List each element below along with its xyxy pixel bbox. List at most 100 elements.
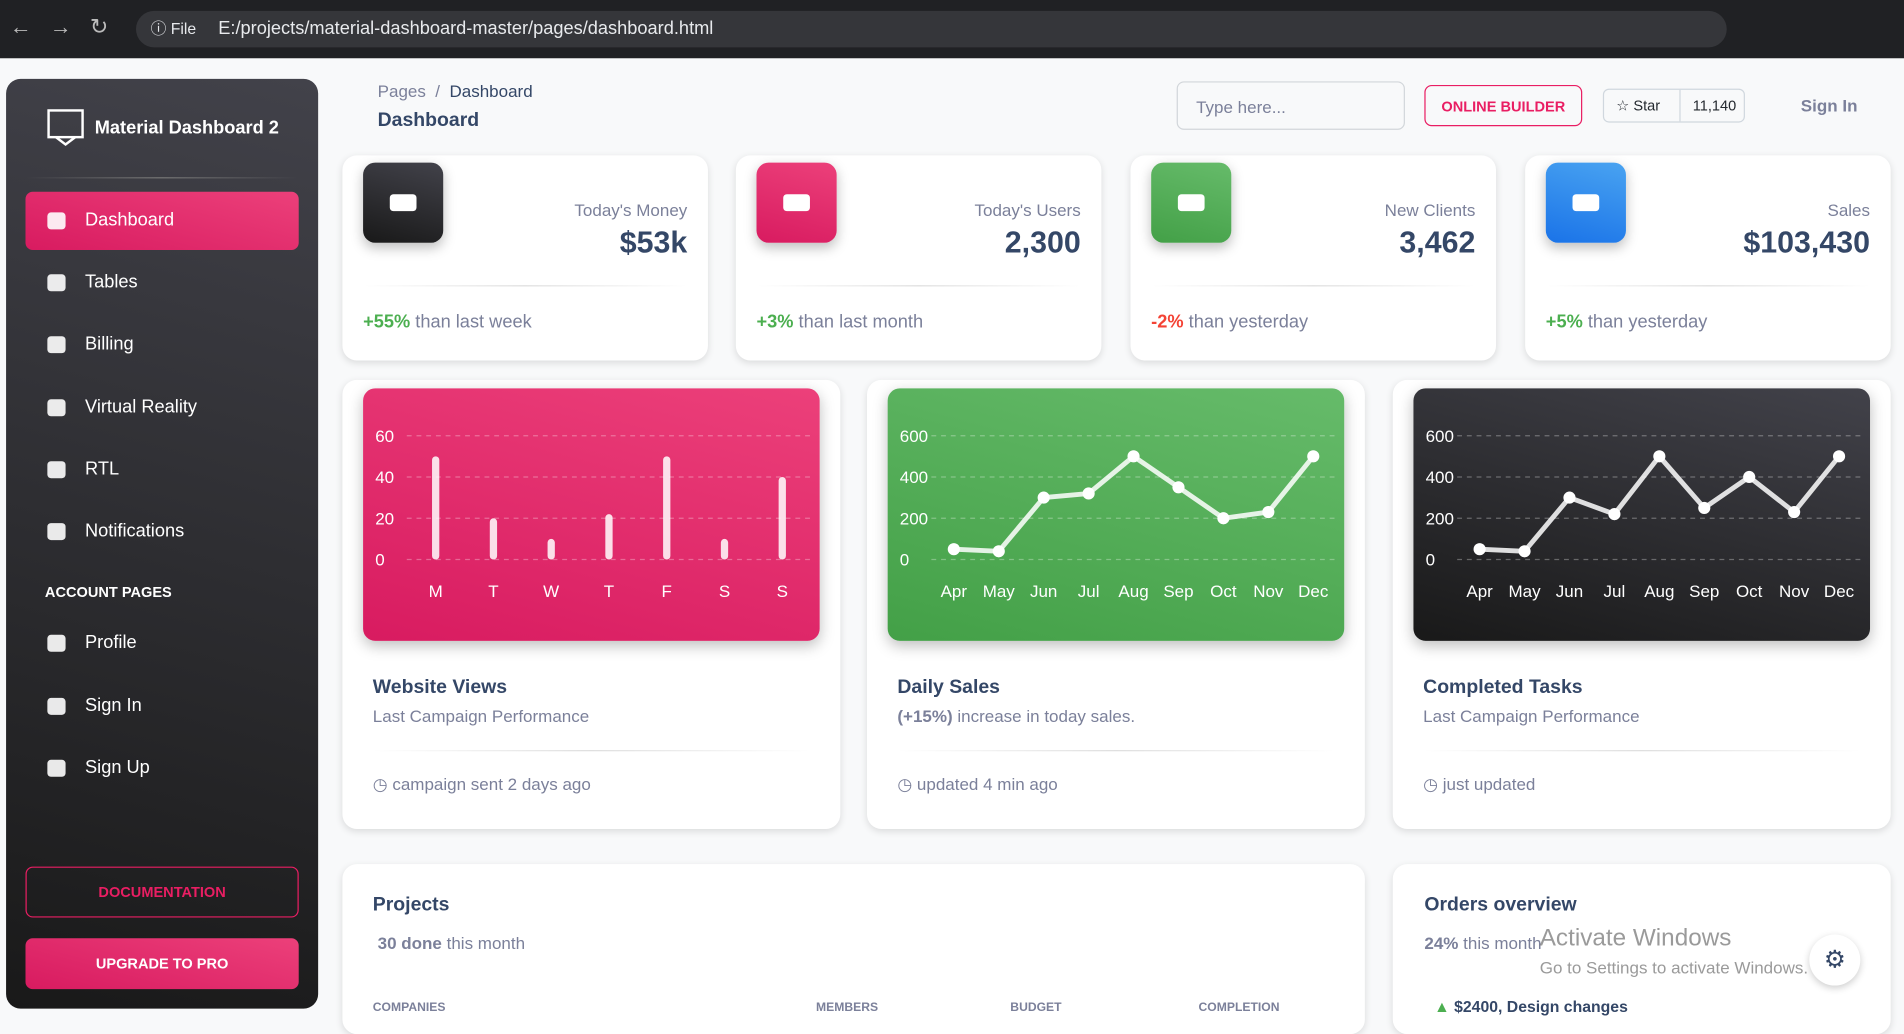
- nav-item[interactable]: Sign Up: [85, 757, 150, 778]
- site-info[interactable]: ⓘ File: [150, 19, 197, 38]
- nav-item[interactable]: Sign In: [85, 695, 142, 717]
- chart: 0 200 400 600 Apr May Jun Jul Aug Sep Oct Nov Dec: [1426, 427, 1862, 601]
- x-tick-label: M: [429, 582, 443, 601]
- nav-item[interactable]: RTL: [85, 458, 120, 480]
- icon-glyph: [1177, 194, 1205, 212]
- url-bar[interactable]: ⓘ File E:/projects/material-dashboard-ma…: [136, 10, 1727, 48]
- amount: $2400,: [1454, 997, 1503, 1016]
- docs-button[interactable]: DOCUMENTATION: [25, 866, 299, 918]
- watermark-text: Go to Settings to activate Windows.: [1539, 957, 1809, 978]
- chart: 0 200 400 600 Apr May Jun Jul Aug Sep Oct Nov Dec: [900, 427, 1336, 601]
- stat-icon: [363, 162, 444, 243]
- star-label: Star: [1633, 97, 1661, 115]
- point: [1217, 512, 1230, 525]
- chart-subtitle: (+15%) increase in today sales.: [897, 706, 1135, 725]
- divider: [363, 285, 688, 287]
- nav-item[interactable]: Profile: [85, 632, 137, 653]
- x-tick-label: Sep: [1163, 582, 1193, 601]
- chart-subtitle: Last Campaign Performance: [1423, 706, 1639, 725]
- y-tick-label: 200: [1426, 509, 1454, 528]
- bar: [605, 514, 613, 560]
- y-tick-label: 600: [900, 427, 928, 446]
- orders-sub: 24% this month: [1424, 933, 1541, 952]
- line: [953, 453, 1316, 554]
- nav-item[interactable]: Notifications: [85, 520, 185, 542]
- stat-value: 3,462: [1399, 225, 1476, 260]
- chart-footer: ◷ just updated: [1423, 774, 1536, 794]
- stat-note: than last week: [415, 311, 532, 333]
- chart-title: Completed Tasks: [1423, 677, 1583, 698]
- upgrade-button[interactable]: UPGRADE TO PRO: [25, 938, 299, 990]
- stat-footer: +3% than last month: [757, 312, 924, 333]
- page-title: Dashboard: [377, 110, 480, 132]
- github-star[interactable]: ☆ Star 11,140: [1602, 88, 1745, 123]
- nav-icon: [47, 759, 66, 777]
- x-tick-label: Dec: [1298, 582, 1329, 601]
- x-tick-label: Jul: [1604, 582, 1626, 601]
- crumb[interactable]: Pages: [377, 81, 426, 101]
- url: E:/projects/material-dashboard-master/pa…: [218, 18, 714, 39]
- search-input[interactable]: Type here...: [1176, 81, 1405, 130]
- stat-footer: +55% than last week: [363, 312, 532, 333]
- chart-footer: ◷ updated 4 min ago: [897, 774, 1058, 794]
- divider: [25, 177, 299, 179]
- divider: [1151, 285, 1476, 287]
- x-tick-label: T: [488, 582, 498, 601]
- point: [1743, 470, 1756, 484]
- x-tick-label: Jul: [1078, 582, 1100, 601]
- x-tick-label: S: [719, 582, 730, 601]
- nav-item[interactable]: Virtual Reality: [85, 396, 198, 418]
- point: [1518, 545, 1531, 558]
- order-item: ▲ $2400, Design changes: [1434, 997, 1628, 1016]
- item-text: Design changes: [1506, 997, 1628, 1016]
- x-tick-label: Oct: [1736, 582, 1763, 601]
- stat-value: 2,300: [1004, 225, 1081, 260]
- sign-in-link[interactable]: Sign In: [1800, 95, 1858, 116]
- nav-icon: [47, 697, 66, 715]
- bar: [720, 538, 729, 560]
- nav-item[interactable]: Tables: [85, 271, 138, 293]
- y-tick-label: 40: [375, 468, 394, 487]
- bar: [432, 456, 440, 560]
- nav-icon: [47, 399, 66, 417]
- point: [1127, 450, 1140, 463]
- windows-watermark: Activate Windows Go to Settings to activa…: [1540, 925, 1808, 977]
- section-label: ACCOUNT PAGES: [44, 583, 172, 601]
- point: [1172, 481, 1185, 494]
- builder-button[interactable]: ONLINE BUILDER: [1424, 84, 1583, 127]
- projects-title: Projects: [372, 894, 450, 916]
- stat-change: +5%: [1545, 311, 1583, 333]
- chart-title: Daily Sales: [897, 677, 1000, 698]
- nav-icon: [47, 336, 66, 354]
- stat-footer: +5% than yesterday: [1546, 312, 1708, 333]
- nav-item[interactable]: Dashboard: [25, 191, 299, 251]
- bar: [778, 476, 786, 560]
- settings-fab[interactable]: ⚙: [1809, 934, 1861, 986]
- highlight: (+15%): [897, 706, 953, 726]
- x-tick-label: T: [604, 582, 614, 601]
- stat-change: -2%: [1151, 311, 1184, 333]
- point: [947, 543, 960, 556]
- line: [1479, 452, 1841, 554]
- column-header: MEMBERS: [816, 1001, 879, 1015]
- note: this month: [446, 933, 526, 953]
- nav-icon: [47, 274, 66, 292]
- watermark-title: Activate Windows: [1539, 924, 1732, 952]
- x-tick-label: W: [543, 582, 559, 601]
- nav-item[interactable]: Billing: [85, 333, 134, 355]
- crumb: Dashboard: [449, 81, 533, 101]
- percent: 24%: [1424, 933, 1459, 953]
- point: [1832, 450, 1846, 463]
- y-tick-label: 0: [1426, 551, 1435, 570]
- point: [1698, 501, 1711, 515]
- browser-nav[interactable]: ← → ↻: [9, 14, 109, 39]
- column-header: BUDGET: [1010, 1001, 1062, 1015]
- bar: [489, 518, 498, 560]
- subtitle-text: increase in today sales.: [957, 706, 1136, 726]
- x-tick-label: Jun: [1030, 582, 1057, 601]
- x-tick-label: May: [1509, 582, 1542, 601]
- stat-card: Today's Users 2,300 +3% than last month: [735, 155, 1102, 361]
- brand-icon: [47, 109, 84, 146]
